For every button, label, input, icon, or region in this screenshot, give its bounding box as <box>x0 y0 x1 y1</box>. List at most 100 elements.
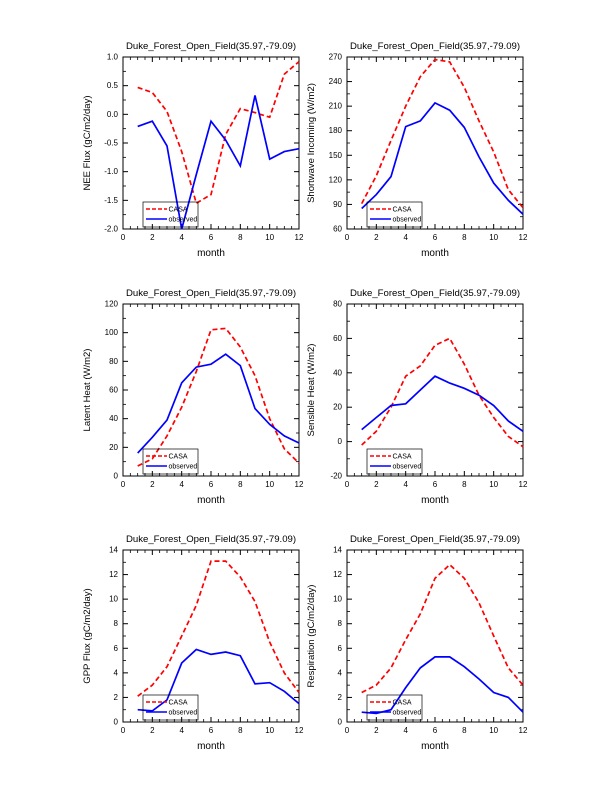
y-tick-label: 0 <box>338 437 343 446</box>
x-tick-label: 6 <box>209 480 214 489</box>
y-axis-label: Latent Heat (W/m2) <box>82 349 93 432</box>
chart-gpp-flux: Duke_Forest_Open_Field(35.97,-79.09) GPP … <box>60 511 310 759</box>
x-tick-label: 0 <box>345 480 350 489</box>
y-tick-label: 60 <box>333 225 342 234</box>
x-axis-label: month <box>421 741 449 752</box>
x-tick-label: 4 <box>179 233 184 242</box>
chart-title: Duke_Forest_Open_Field(35.97,-79.09) <box>350 41 520 52</box>
legend: CASA observed <box>142 694 199 721</box>
legend-box <box>366 448 423 475</box>
legend-label: observed <box>169 464 198 471</box>
y-tick-label: 6 <box>338 644 343 653</box>
x-tick-label: 2 <box>150 480 155 489</box>
legend-box <box>366 201 423 228</box>
plot-frame <box>346 549 524 723</box>
x-tick-label: 0 <box>345 726 350 735</box>
chart-title: Duke_Forest_Open_Field(35.97,-79.09) <box>126 288 296 299</box>
y-tick-label: -1.5 <box>104 196 118 205</box>
y-tick-label: 4 <box>114 668 119 677</box>
y-axis-label: NEE Flux (gC/m2/day) <box>82 95 93 190</box>
x-tick-label: 10 <box>489 480 498 489</box>
chart-title: Duke_Forest_Open_Field(35.97,-79.09) <box>126 534 296 545</box>
x-tick-label: 2 <box>374 726 379 735</box>
x-tick-label: 6 <box>433 233 438 242</box>
chart-title: Duke_Forest_Open_Field(35.97,-79.09) <box>126 41 296 52</box>
chart-shortwave-incoming: Duke_Forest_Open_Field(35.97,-79.09) Shor… <box>284 18 534 266</box>
legend: CASA observed <box>142 201 199 228</box>
y-axis-label: Sensible Heat (W/m2) <box>306 344 317 437</box>
y-tick-label: 2 <box>114 693 119 702</box>
series-line-observed <box>361 375 524 432</box>
chart-canvas-shortwave-incoming: Duke_Forest_Open_Field(35.97,-79.09) Shor… <box>306 41 528 259</box>
series-line-casa <box>360 58 524 209</box>
plot-frame <box>122 549 300 723</box>
y-tick-label: 2 <box>338 693 343 702</box>
legend-label: CASA <box>169 454 188 461</box>
x-tick-label: 6 <box>433 726 438 735</box>
x-tick-label: 2 <box>374 480 379 489</box>
x-tick-label: 12 <box>295 233 304 242</box>
chart-canvas-respiration: Duke_Forest_Open_Field(35.97,-79.09) Resp… <box>306 534 528 752</box>
x-tick-label: 0 <box>121 480 126 489</box>
chart-respiration: Duke_Forest_Open_Field(35.97,-79.09) Resp… <box>284 511 534 759</box>
y-axis-label: GPP Flux (gC/m2/day) <box>82 588 93 683</box>
x-axis-label: month <box>197 741 225 752</box>
chart-canvas-nee-flux: Duke_Forest_Open_Field(35.97,-79.09) NEE … <box>82 41 304 259</box>
legend: CASA observed <box>366 448 423 475</box>
legend-box <box>142 448 199 475</box>
x-tick-label: 10 <box>489 233 498 242</box>
legend-label: CASA <box>169 700 188 707</box>
series-line-observed <box>137 95 300 230</box>
x-tick-label: 12 <box>519 233 528 242</box>
x-tick-label: 10 <box>265 726 274 735</box>
y-tick-label: 8 <box>114 619 119 628</box>
chart-canvas-sensible-heat: Duke_Forest_Open_Field(35.97,-79.09) Sens… <box>306 288 528 506</box>
y-tick-label: -1.0 <box>104 167 118 176</box>
y-tick-label: 6 <box>114 644 119 653</box>
y-tick-label: 120 <box>105 300 119 309</box>
x-tick-label: 6 <box>209 233 214 242</box>
legend: CASA observed <box>366 694 423 721</box>
series-line-observed <box>361 656 524 715</box>
y-tick-label: 180 <box>329 126 343 135</box>
y-tick-label: 210 <box>329 102 343 111</box>
legend-label: observed <box>393 710 422 717</box>
x-tick-label: 8 <box>238 233 243 242</box>
y-tick-label: 14 <box>333 546 342 555</box>
x-tick-label: 12 <box>295 726 304 735</box>
y-tick-label: 14 <box>109 546 118 555</box>
x-tick-label: 6 <box>209 726 214 735</box>
y-tick-label: 40 <box>109 414 118 423</box>
legend: CASA observed <box>142 448 199 475</box>
x-tick-label: 6 <box>433 480 438 489</box>
legend-label: observed <box>393 464 422 471</box>
y-tick-label: 60 <box>109 386 118 395</box>
chart-latent-heat: Duke_Forest_Open_Field(35.97,-79.09) Late… <box>60 265 310 513</box>
series-line-observed <box>137 353 300 454</box>
x-tick-label: 12 <box>519 480 528 489</box>
x-tick-label: 0 <box>121 726 126 735</box>
x-axis-label: month <box>197 495 225 506</box>
series-line-casa <box>361 563 524 694</box>
y-tick-label: 12 <box>333 570 342 579</box>
plot-frame <box>122 303 300 477</box>
y-tick-label: 4 <box>338 668 343 677</box>
x-tick-label: 10 <box>489 726 498 735</box>
chart-canvas-gpp-flux: Duke_Forest_Open_Field(35.97,-79.09) GPP … <box>82 534 304 752</box>
x-tick-label: 4 <box>403 233 408 242</box>
y-tick-label: 270 <box>329 53 343 62</box>
y-tick-label: -0.5 <box>104 139 118 148</box>
y-tick-label: 12 <box>109 570 118 579</box>
y-tick-label: 20 <box>333 403 342 412</box>
x-axis-label: month <box>197 248 225 259</box>
y-tick-label: 8 <box>338 619 343 628</box>
x-tick-label: 8 <box>462 233 467 242</box>
legend: CASA observed <box>366 201 423 228</box>
x-tick-label: 2 <box>150 233 155 242</box>
y-tick-label: 90 <box>333 200 342 209</box>
legend-label: CASA <box>393 700 412 707</box>
x-tick-label: 4 <box>179 480 184 489</box>
chart-title: Duke_Forest_Open_Field(35.97,-79.09) <box>350 288 520 299</box>
y-tick-label: 100 <box>105 328 119 337</box>
legend-label: observed <box>169 710 198 717</box>
